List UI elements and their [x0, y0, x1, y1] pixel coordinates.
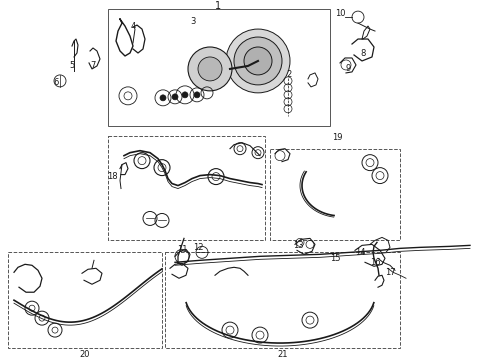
- Text: 17: 17: [385, 268, 395, 277]
- Bar: [108, 9, 330, 126]
- Text: 4: 4: [130, 22, 136, 31]
- Circle shape: [194, 92, 200, 98]
- Text: 9: 9: [345, 64, 351, 73]
- Bar: [108, 136, 265, 240]
- Text: 20: 20: [80, 350, 90, 359]
- Text: 11: 11: [177, 245, 187, 254]
- Text: 2: 2: [286, 71, 292, 80]
- Bar: [270, 149, 400, 240]
- Circle shape: [172, 94, 178, 100]
- Circle shape: [234, 37, 282, 85]
- Text: 19: 19: [332, 133, 342, 142]
- Text: 7: 7: [90, 62, 96, 71]
- Text: 14: 14: [355, 248, 365, 257]
- Text: 10: 10: [335, 9, 345, 18]
- Text: 3: 3: [190, 17, 196, 26]
- Circle shape: [244, 47, 272, 75]
- Text: 8: 8: [360, 49, 366, 58]
- Text: 16: 16: [369, 258, 380, 267]
- Circle shape: [182, 92, 188, 98]
- Text: 5: 5: [70, 62, 74, 71]
- Circle shape: [198, 57, 222, 81]
- Circle shape: [160, 95, 166, 101]
- Circle shape: [188, 47, 232, 91]
- Bar: [8, 252, 162, 348]
- Text: 18: 18: [107, 172, 117, 181]
- Circle shape: [226, 29, 290, 93]
- Text: 6: 6: [53, 78, 59, 87]
- Text: 13: 13: [293, 241, 303, 250]
- Text: 21: 21: [278, 350, 288, 359]
- Text: 15: 15: [330, 254, 340, 263]
- Text: 12: 12: [193, 243, 203, 252]
- Text: 1: 1: [215, 1, 221, 11]
- Bar: [165, 252, 400, 348]
